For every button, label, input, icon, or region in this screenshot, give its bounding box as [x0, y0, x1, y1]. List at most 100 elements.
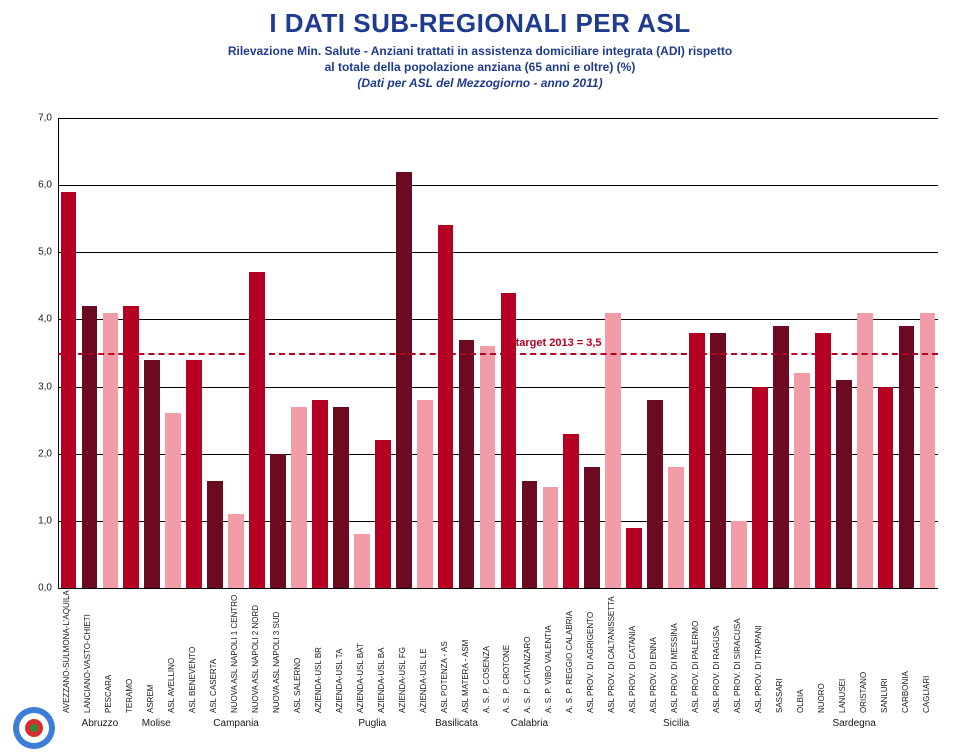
bar	[710, 333, 726, 588]
x-tick: AZIENDA-USL TA	[335, 649, 344, 713]
y-tick: 4,0	[22, 314, 52, 325]
bar	[836, 380, 852, 588]
x-tick: ASL SALERNO	[293, 658, 302, 713]
region-label: Campania	[163, 718, 310, 729]
bar	[123, 306, 139, 588]
bar	[899, 326, 915, 588]
target-label: target 2013 = 3,5	[516, 337, 602, 349]
x-tick: ASL PROV. DI TRAPANI	[754, 625, 763, 713]
x-tick: LANCIANO-VASTO-CHIETI	[83, 614, 92, 713]
x-tick: A. S. P. VIBO VALENTIA	[544, 625, 553, 713]
bar	[563, 434, 579, 588]
bar	[501, 293, 517, 588]
subtitle-line2: al totale della popolazione anziana (65 …	[0, 60, 960, 74]
x-tick: ASL PROV. DI RAGUSA	[712, 626, 721, 713]
x-tick: NUOVA ASL NAPOLI 1 CENTRO	[230, 595, 239, 713]
bar	[731, 521, 747, 588]
subtitle-line1: Rilevazione Min. Salute - Anziani tratta…	[0, 44, 960, 58]
bar	[82, 306, 98, 588]
bar	[186, 360, 202, 588]
subtitle-line3: (Dati per ASL del Mezzogiorno - anno 201…	[0, 76, 960, 90]
x-tick: A. S. P. REGGIO CALABRIA	[565, 611, 574, 713]
x-tick: ASL AVELLINO	[167, 658, 176, 713]
x-tick: ASL PROV. DI SIRACUSA	[733, 618, 742, 713]
bar	[333, 407, 349, 588]
x-tick: SANLURI	[880, 678, 889, 713]
region-label: Calabria	[477, 718, 582, 729]
region-label: Sicilia	[582, 718, 771, 729]
bar	[480, 346, 496, 588]
bar	[459, 340, 475, 588]
y-tick: 5,0	[22, 247, 52, 258]
bar	[165, 413, 181, 588]
x-tick: OLBIA	[796, 689, 805, 713]
bar	[689, 333, 705, 588]
bar	[354, 534, 370, 588]
x-tick: AZIENDA-USL BR	[314, 647, 323, 713]
bar	[543, 487, 559, 588]
x-tick: ASL CASERTA	[209, 659, 218, 713]
bar	[375, 440, 391, 588]
chart-plot-area: 0,01,02,03,04,05,06,07,0 target 2013 = 3…	[58, 118, 938, 588]
bar	[417, 400, 433, 588]
x-tick: A. S. P. CATANZARO	[523, 637, 532, 713]
x-tick: LANUSEI	[838, 679, 847, 713]
x-tick: AZIENDA-USL BA	[377, 648, 386, 714]
page: I DATI SUB-REGIONALI PER ASL Rilevazione…	[0, 0, 960, 756]
page-title: I DATI SUB-REGIONALI PER ASL	[0, 8, 960, 39]
x-tick: SASSARI	[775, 678, 784, 713]
x-tick: ASL PROV. DI PALERMO	[691, 621, 700, 713]
bar	[291, 407, 307, 588]
x-tick: A. S. P. COSENZA	[482, 646, 491, 713]
bar	[396, 172, 412, 588]
bar	[878, 387, 894, 588]
bar	[773, 326, 789, 588]
x-tick: ORISTANO	[859, 672, 868, 713]
region-label: Abruzzo	[58, 718, 142, 729]
bar	[207, 481, 223, 588]
x-tick: TERAMO	[125, 679, 134, 713]
x-tick: PESCARA	[104, 675, 113, 713]
x-tick: ASL MATERA - ASM	[461, 640, 470, 713]
bar	[647, 400, 663, 588]
bar	[228, 514, 244, 588]
bar	[794, 373, 810, 588]
bar	[815, 333, 831, 588]
x-tick: ASL PROV. DI ENNA	[649, 637, 658, 713]
region-label: Sardegna	[770, 718, 938, 729]
y-tick: 0,0	[22, 583, 52, 594]
bar	[249, 272, 265, 588]
bar	[144, 360, 160, 588]
target-line	[58, 353, 938, 355]
y-tick: 2,0	[22, 448, 52, 459]
bar	[270, 454, 286, 588]
y-tick: 7,0	[22, 113, 52, 124]
region-label: Puglia	[309, 718, 435, 729]
logo-coccarda-icon	[12, 706, 56, 750]
bar	[752, 387, 768, 588]
x-tick: ASL PROV. DI CALTANISSETTA	[607, 596, 616, 713]
x-tick: ASL PROV. DI AGRIGENTO	[586, 612, 595, 713]
x-tick: ASL PROV. DI MESSINA	[670, 623, 679, 713]
gridline	[58, 588, 938, 589]
bar	[522, 481, 538, 588]
x-tick-labels: AVEZZANO-SULMONA-L'AQUILA LANCIANO-VASTO-…	[58, 593, 938, 713]
y-tick: 1,0	[22, 515, 52, 526]
region-label: Molise	[142, 718, 163, 729]
x-tick: AZIENDA-USL FG	[398, 647, 407, 713]
x-tick: AZIENDA-USL LE	[419, 648, 428, 713]
x-tick: AVEZZANO-SULMONA-L'AQUILA	[62, 590, 71, 713]
x-tick: NUOVA ASL NAPOLI 3 SUD	[272, 612, 281, 713]
x-tick: CAGLIARI	[922, 676, 931, 713]
x-tick: CARBONIA	[901, 671, 910, 713]
bar	[626, 528, 642, 588]
x-tick: ASL BENEVENTO	[188, 647, 197, 713]
x-tick: NUORO	[817, 683, 826, 713]
bar	[312, 400, 328, 588]
bar	[668, 467, 684, 588]
x-tick: ASL POTENZA - AS	[440, 641, 449, 713]
x-tick: ASREM	[146, 685, 155, 713]
bar	[438, 225, 454, 588]
bar	[61, 192, 77, 588]
x-tick: ASL PROV. DI CATANIA	[628, 626, 637, 713]
